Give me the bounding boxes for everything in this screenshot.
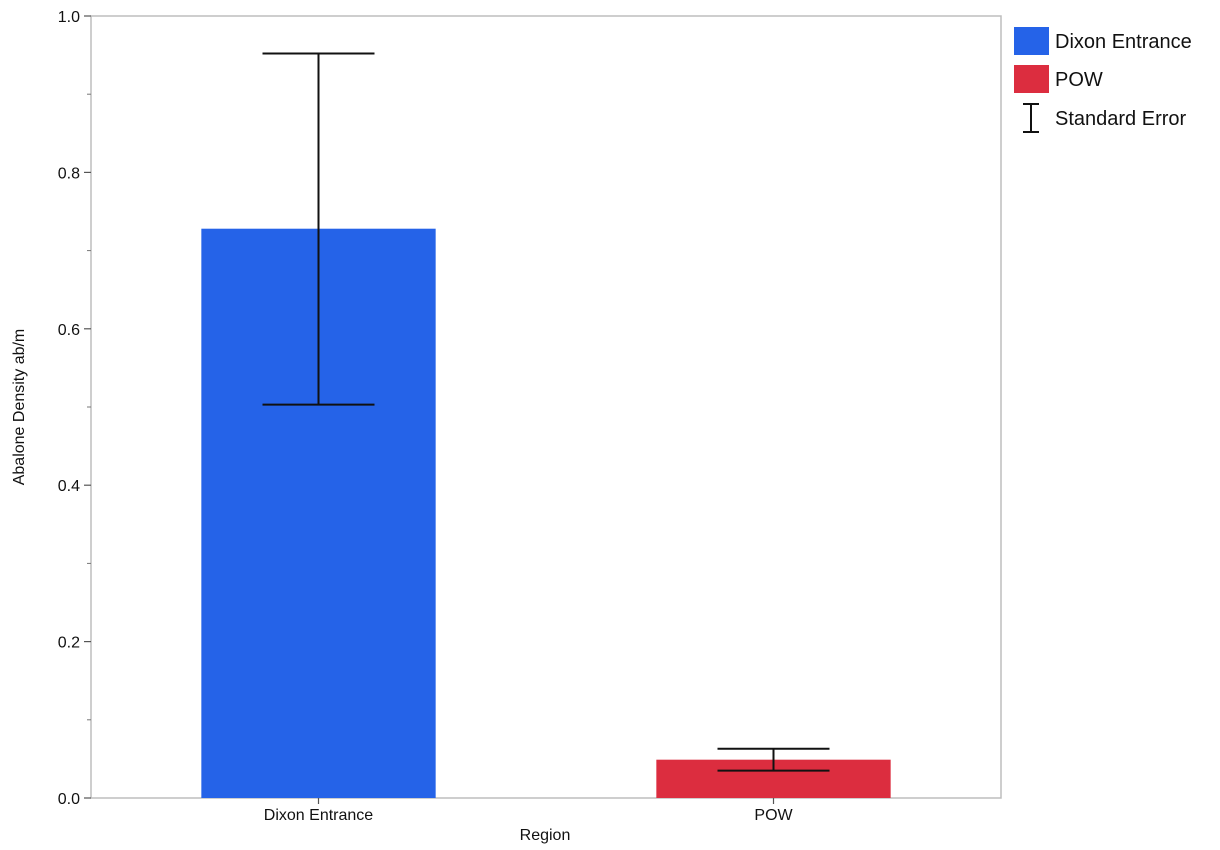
legend-entry: Standard Error bbox=[1023, 103, 1187, 133]
error-bar bbox=[262, 52, 375, 406]
legend-error-bar-icon bbox=[1023, 103, 1039, 133]
legend-swatch bbox=[1014, 65, 1049, 93]
legend-swatch bbox=[1014, 27, 1049, 55]
x-axis-title: Region bbox=[520, 827, 571, 844]
legend: Dixon Entrance POW Standard Error bbox=[1014, 27, 1192, 133]
legend-label: POW bbox=[1055, 69, 1103, 91]
y-tick-label: 0.6 bbox=[58, 322, 80, 339]
y-tick-label: 0.2 bbox=[58, 635, 80, 652]
legend-entry: POW bbox=[1014, 65, 1103, 93]
y-tick-label: 0.4 bbox=[58, 478, 80, 495]
y-tick-label: 0.8 bbox=[58, 165, 80, 182]
legend-label: Dixon Entrance bbox=[1055, 31, 1192, 53]
x-tick-label: POW bbox=[754, 807, 793, 824]
y-axis-title: Abalone Density ab/m bbox=[11, 329, 28, 486]
legend-label: Standard Error bbox=[1055, 108, 1187, 130]
y-tick-label: 1.0 bbox=[58, 9, 80, 26]
y-tick-label: 0.0 bbox=[58, 791, 80, 808]
x-tick-label: Dixon Entrance bbox=[264, 807, 373, 824]
x-axis: Dixon Entrance POW bbox=[264, 798, 794, 824]
y-axis: 0.0 0.2 0.4 0.6 0.8 1.0 bbox=[58, 9, 91, 808]
legend-entry: Dixon Entrance bbox=[1014, 27, 1192, 55]
error-bars-layer bbox=[262, 52, 830, 772]
error-bar bbox=[717, 747, 830, 772]
